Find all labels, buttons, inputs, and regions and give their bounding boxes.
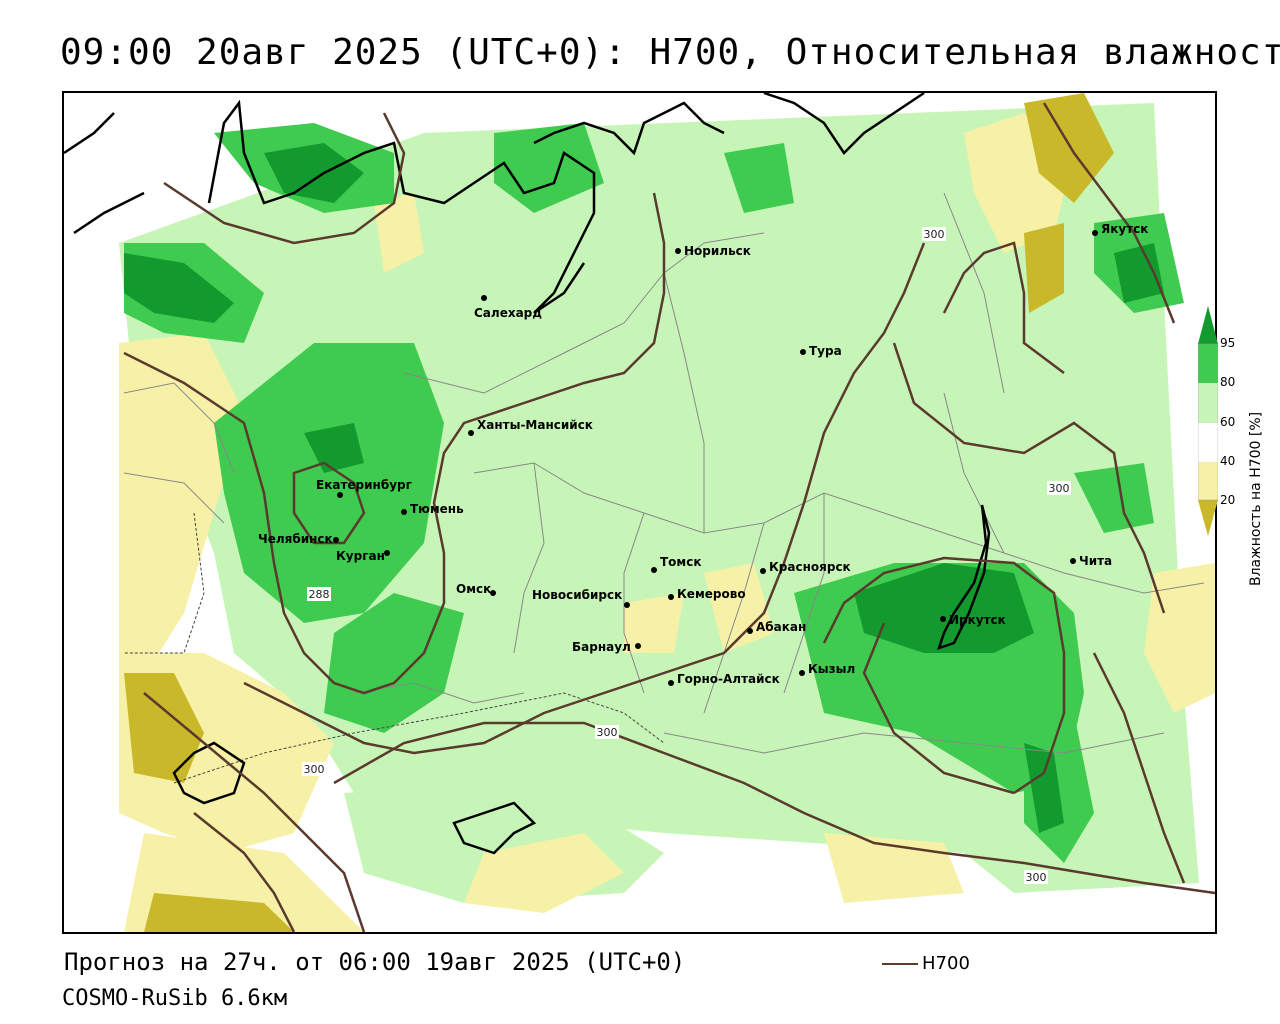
city-dot-chita — [1070, 558, 1076, 564]
h700-legend-label: H700 — [922, 953, 970, 974]
city-label-salekhard: Салехард — [474, 306, 542, 320]
city-dot-chelyabinsk — [333, 537, 339, 543]
city-label-omsk: Омск — [456, 582, 491, 596]
city-dot-kemerovo — [668, 594, 674, 600]
map-panel: 300 300 300 300 300 288 Салехард Норильс… — [62, 91, 1217, 934]
city-dot-irkutsk — [940, 616, 946, 622]
city-dot-kyzyl — [799, 670, 805, 676]
colorbar-tick: 40 — [1220, 454, 1236, 468]
humidity-colorbar — [1198, 306, 1218, 536]
city-dot-yakutsk — [1092, 230, 1098, 236]
contour-label: 300 — [924, 228, 945, 241]
city-dot-yekaterinburg — [337, 492, 343, 498]
city-label-kyzyl: Кызыл — [808, 662, 855, 676]
city-dot-omsk — [490, 590, 496, 596]
city-label-abakan: Абакан — [756, 620, 806, 634]
city-label-norilsk: Норильск — [684, 244, 751, 258]
contour-label: 300 — [1049, 482, 1070, 495]
city-dot-krasnoyarsk — [760, 568, 766, 574]
admin-borders — [123, 192, 1205, 754]
coastlines — [64, 93, 991, 855]
colorbar-tick: 20 — [1220, 493, 1236, 507]
humidity-field-below-20 — [124, 93, 1114, 932]
h700-contours — [123, 102, 1215, 932]
city-label-gorno-altaysk: Горно-Алтайск — [677, 672, 780, 686]
city-label-chita: Чита — [1079, 554, 1112, 568]
contour-label: 300 — [304, 763, 325, 776]
colorbar-title: Влажность на Н700 [%] — [1248, 411, 1264, 586]
city-label-barnaul: Барнаул — [572, 640, 631, 654]
contour-labels: 300 300 300 300 300 288 — [302, 227, 1071, 884]
map-title: 09:00 20авг 2025 (UTC+0): H700, Относите… — [60, 32, 1280, 73]
colorbar-tick: 95 — [1220, 336, 1236, 350]
city-dot-tomsk — [651, 567, 657, 573]
city-markers: Салехард Норильск Тура Якутск Ханты-Манс… — [258, 222, 1148, 686]
city-dot-salekhard — [481, 295, 487, 301]
city-label-tyumen: Тюмень — [410, 502, 464, 516]
city-dot-novosibirsk — [624, 602, 630, 608]
city-dot-barnaul — [635, 643, 641, 649]
forecast-info: Прогноз на 27ч. от 06:00 19авг 2025 (UTC… — [64, 948, 686, 976]
contour-label: 300 — [597, 726, 618, 739]
colorbar-tick: 60 — [1220, 415, 1236, 429]
city-label-yakutsk: Якутск — [1101, 222, 1148, 236]
city-label-kemerovo: Кемерово — [677, 587, 746, 601]
city-dot-abakan — [747, 628, 753, 634]
city-label-novosibirsk: Новосибирск — [532, 588, 622, 602]
contour-label: 288 — [309, 588, 330, 601]
city-dot-kurgan — [384, 550, 390, 556]
country-border — [124, 512, 665, 784]
city-dot-tura — [800, 349, 806, 355]
city-dot-gorno-altaysk — [668, 680, 674, 686]
city-label-yekaterinburg: Екатеринбург — [316, 478, 412, 492]
h700-legend-swatch — [882, 963, 918, 965]
city-label-chelyabinsk: Челябинск — [258, 532, 333, 546]
humidity-field-95-plus — [124, 143, 1164, 833]
city-label-krasnoyarsk: Красноярск — [769, 560, 851, 574]
colorbar-tick: 80 — [1220, 375, 1236, 389]
city-label-kurgan: Курган — [336, 549, 385, 563]
city-dot-tyumen — [401, 509, 407, 515]
city-dot-khanty-mansiysk — [468, 430, 474, 436]
city-label-irkutsk: Иркутск — [949, 613, 1006, 627]
model-name: COSMO-RuSib 6.6км — [62, 986, 288, 1011]
city-label-tura: Тура — [809, 344, 842, 358]
contour-label: 300 — [1026, 871, 1047, 884]
humidity-map: 300 300 300 300 300 288 Салехард Норильс… — [64, 93, 1215, 932]
city-label-tomsk: Томск — [660, 555, 702, 569]
city-dot-norilsk — [675, 248, 681, 254]
city-label-khanty-mansiysk: Ханты-Мансийск — [477, 418, 593, 432]
